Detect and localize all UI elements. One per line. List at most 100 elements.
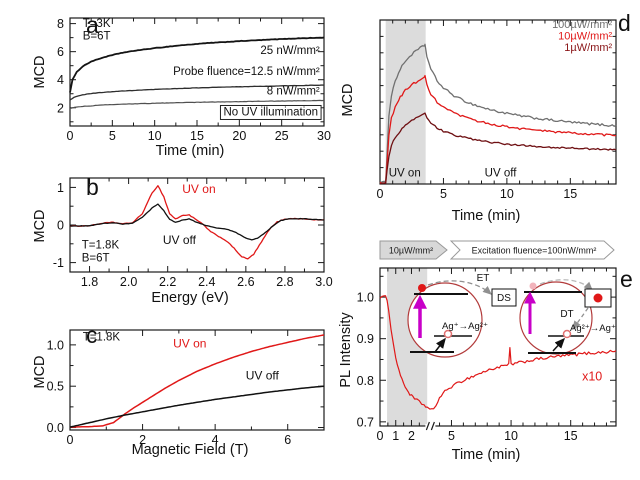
panel-c-chart: 0 2 4 6 0.0 0.5 1.0 T=1.8K UV on UV off [47,329,325,447]
y-tick-label: 6 [57,45,64,59]
faded-electron-dot [529,282,537,290]
panel-b-chart: 1.8 2.0 2.2 2.4 2.6 2.8 3.0 -1 0 1 UV on UV off T=1.… [53,177,333,289]
axis-break-mark [430,421,435,431]
y-tick-label: 0.8 [357,374,374,388]
panel-b: 1.8 2.0 2.2 2.4 2.6 2.8 3.0 -1 0 1 UV on UV off T=1.… [8,168,348,318]
y-tick-label: 0.5 [47,380,64,394]
panel-letter-b: b [86,174,99,200]
series-line-1 [69,84,325,101]
x-tick-label: 15 [563,187,577,201]
x-tick-label: 15 [564,429,578,443]
trap-arrow [552,337,566,352]
x-tick-label: 20 [232,129,246,143]
panel-c: 0 2 4 6 0.0 0.5 1.0 T=1.8K UV on UV off [8,318,348,478]
x-tick-label: 0 [67,433,74,447]
panel-e-chart: 0 1 2 5 10 15 0.7 0.8 0.9 1.0 x10 10µW/mm² Excitat… [357,240,617,443]
annotation-text: T=1.8K [82,239,120,251]
panel-a: 0 5 10 15 20 25 30 2 4 6 8 T=3K B=6T 25 nW/mm² Probe f… [8,4,348,168]
dt-label: DT [560,309,573,320]
panel-d-ylabel: MCD [340,83,356,117]
panel-b-layer: 1.8 2.0 2.2 2.4 2.6 2.8 3.0 -1 0 1 UV on UV off T=1.… [53,177,333,289]
x-tick-label: 10 [500,187,514,201]
y-tick-label: 2 [57,101,64,115]
axis-break-mark [425,421,430,431]
x-tick-label: 2 [139,433,146,447]
panel-letter-d: d [618,10,631,36]
panel-letter-c: c [86,322,98,348]
x-tick-label: 4 [212,433,219,447]
y-tick-label: 8 [57,17,64,31]
y-tick-label: 4 [57,73,64,87]
plot-frame [379,267,617,427]
annotation-text: 10µW/mm² [558,31,612,43]
x-tick-label: 10 [148,129,162,143]
x-tick-label: 5 [448,429,455,443]
annotation-text: UV off [246,369,280,383]
panel-e-ylabel: PL Intensity [338,312,354,388]
annotation-text: UV on [182,182,215,196]
annotation-text: Probe fluence=12.5 nW/mm² [173,66,320,78]
dt-return-arrow [572,307,589,331]
panel-c-layer: 0 2 4 6 0.0 0.5 1.0 T=1.8K UV on UV off [47,329,325,447]
x-tick-label: 30 [317,129,331,143]
x-tick-label: 2.8 [276,275,293,289]
series-line-2 [379,112,617,185]
et-transfer-arrow [427,280,492,295]
panel-e-layer: 0 1 2 5 10 15 0.7 0.8 0.9 1.0 x10 [357,267,617,443]
banner-right-arrow [449,240,615,260]
annotation-text: B=6T [83,31,111,43]
ds-label: DS [497,293,511,304]
annotation-text: x10 [582,369,602,383]
banner-right-label: Excitation fluence=100nW/mm² [472,246,597,256]
y-tick-label: 0.0 [47,421,64,435]
x-tick-label: 5 [109,129,116,143]
dark-state-box [491,288,517,307]
annotation-text: UV on [173,336,206,350]
annotation-text: UV off [485,168,518,180]
series-line-1 [379,74,617,185]
annotation-text: UV off [163,233,197,247]
y-tick-label: 0.7 [357,415,374,429]
panel-letter-a: a [86,12,99,38]
y-tick-label: 1.0 [357,291,374,305]
panel-a-xlabel: Time (min) [155,143,225,159]
ag-oxidation-label: Ag⁺→Ag²⁺ [442,321,488,332]
x-tick-label: 5 [440,187,447,201]
annotation-text: T=3K [83,18,111,30]
panel-c-xlabel: Magnetic Field (T) [131,442,249,458]
inset-left-diagram: ET DS Ag⁺→Ag²⁺ [407,273,517,358]
inset-right-diagram: DT Ag²⁺→Ag⁺ [519,279,616,355]
trap-arrow [434,337,446,353]
annotation-text: No UV illumination [223,106,318,118]
hole-circle [443,329,453,339]
x-tick-label: 2.6 [237,275,254,289]
series-line-1 [69,385,325,428]
annotation-text: 1µW/mm² [564,42,612,54]
panel-a-layer: 0 5 10 15 20 25 30 2 4 6 8 T=3KB=6T 25 nW/mm² Probe f… [57,17,331,143]
panel-b-xlabel: Energy (eV) [151,290,229,306]
x-tick-label: 0 [377,429,384,443]
series-line-0 [70,334,325,428]
x-tick-label: 1.8 [81,275,98,289]
x-tick-label: 15 [190,129,204,143]
x-tick-label: 0 [67,129,74,143]
panel-d: 0 5 10 15 100µW/mm² 10µW/mm² 1µW/mm² UV on UV of… [336,4,640,236]
panel-d-xlabel: Time (min) [451,208,521,224]
x-tick-label: 2 [408,429,415,443]
annotation-text: 100µW/mm² [552,19,612,31]
axis-break-mask [425,424,436,428]
annotation-text: 25 nW/mm² [260,45,320,57]
panel-a-chart: 0 5 10 15 20 25 30 2 4 6 8 T=3KB=6T 25 nW/mm² Probe f… [57,17,331,143]
excitation-banners: 10µW/mm² Excitation fluence=100nW/mm² [379,240,615,260]
annotation-text: UV on [389,168,421,180]
electron-dot [418,284,426,292]
panel-a-ylabel: MCD [32,55,48,89]
y-tick-label: -1 [53,256,64,270]
x-tick-label: 1 [392,429,399,443]
panel-letter-e: e [620,266,633,292]
hole-circle [562,329,572,339]
panel-e-xlabel: Time (min) [451,447,521,463]
